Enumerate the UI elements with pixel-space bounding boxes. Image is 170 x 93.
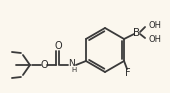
Text: OH: OH — [148, 20, 161, 29]
Text: OH: OH — [148, 35, 161, 44]
Text: H: H — [71, 67, 76, 73]
Text: O: O — [40, 60, 48, 70]
Text: B: B — [133, 28, 141, 38]
Text: N: N — [69, 60, 75, 69]
Text: F: F — [125, 68, 131, 78]
Text: O: O — [54, 41, 62, 51]
